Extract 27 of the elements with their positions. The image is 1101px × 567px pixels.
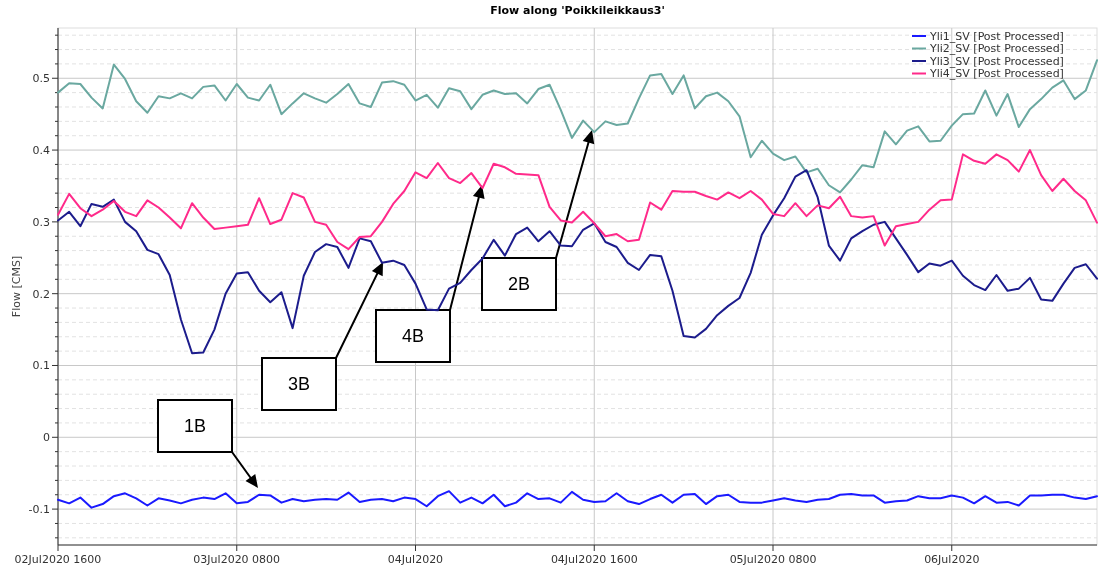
x-tick-label: 06Jul2020 <box>924 553 980 566</box>
legend-label: Yli1_SV [Post Processed] <box>929 29 1064 43</box>
y-tick-label: 0.4 <box>32 143 50 157</box>
y-tick-label: 0.2 <box>32 287 50 301</box>
y-tick-label: 0 <box>43 431 50 445</box>
legend-label: Yli2_SV [Post Processed] <box>929 42 1064 56</box>
y-tick-label: 0.5 <box>32 72 50 86</box>
x-tick-label: 03Jul2020 0800 <box>193 553 281 566</box>
annotation: 1B <box>183 416 207 437</box>
annotation: 3B <box>287 374 311 395</box>
x-tick-label: 04Jul2020 1600 <box>550 553 638 566</box>
legend-label: Yli4_SV [Post Processed] <box>929 67 1064 81</box>
line-series <box>57 490 1098 509</box>
y-axis-title: Flow [CMS] <box>10 255 23 318</box>
line-series <box>57 169 1098 355</box>
annotation: 2B <box>507 274 531 295</box>
y-tick-label: 0.1 <box>32 359 50 373</box>
line-series <box>57 59 1098 194</box>
line-series <box>57 149 1098 251</box>
legend-label: Yli3_SV [Post Processed] <box>929 54 1064 68</box>
chart-title: Flow along 'Poikkileikkaus3' <box>490 4 665 17</box>
x-tick-label: 02Jul2020 1600 <box>14 553 102 566</box>
x-tick-label: 04Jul2020 <box>387 553 444 566</box>
y-tick-label: -0.1 <box>28 502 50 516</box>
annotation: 4B <box>401 326 425 347</box>
x-tick-label: 05Jul2020 0800 <box>729 553 817 566</box>
y-tick-label: 0.3 <box>32 215 50 229</box>
